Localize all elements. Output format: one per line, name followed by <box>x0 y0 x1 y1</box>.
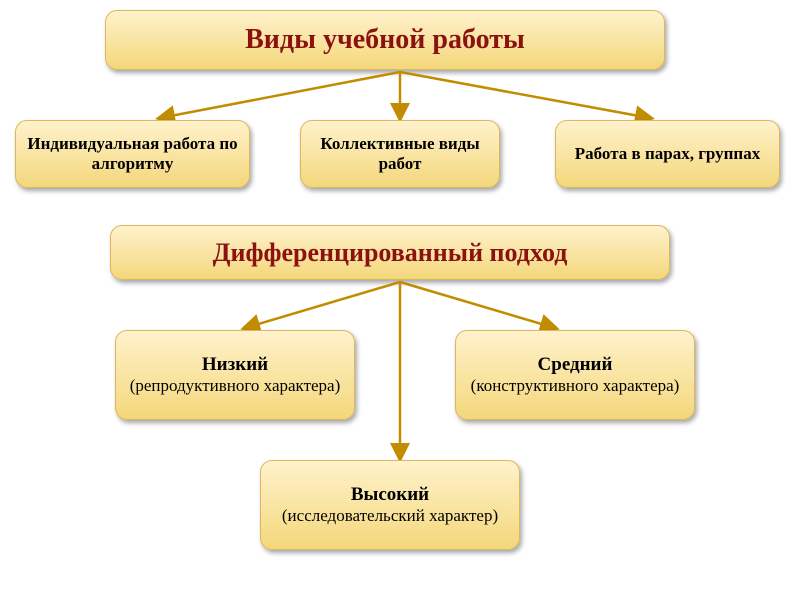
section2-child-1: Низкий (репродуктивного характера) <box>115 330 355 420</box>
section1-child-2: Коллективные виды работ <box>300 120 500 188</box>
section1-title-box: Виды учебной работы <box>105 10 665 70</box>
section2-child-1-sub: (репродуктивного характера) <box>130 376 341 396</box>
section2-title: Дифференцированный подход <box>213 238 568 268</box>
section1-title: Виды учебной работы <box>245 24 525 56</box>
section1-child-1-label: Индивидуальная работа по алгоритму <box>26 134 239 174</box>
section2-child-1-bold: Низкий <box>202 354 268 376</box>
section1-child-3-label: Работа в парах, группах <box>575 144 760 164</box>
section2-child-3-sub: (исследовательский характер) <box>282 506 498 526</box>
section2-child-3: Высокий (исследовательский характер) <box>260 460 520 550</box>
section2-child-2-bold: Средний <box>538 354 613 376</box>
section2-title-box: Дифференцированный подход <box>110 225 670 280</box>
section2-child-2-sub: (конструктивного характера) <box>471 376 680 396</box>
section1-child-2-label: Коллективные виды работ <box>311 134 489 174</box>
section1-child-3: Работа в парах, группах <box>555 120 780 188</box>
section1-child-1: Индивидуальная работа по алгоритму <box>15 120 250 188</box>
section2-child-2: Средний (конструктивного характера) <box>455 330 695 420</box>
section2-child-3-bold: Высокий <box>351 484 429 506</box>
